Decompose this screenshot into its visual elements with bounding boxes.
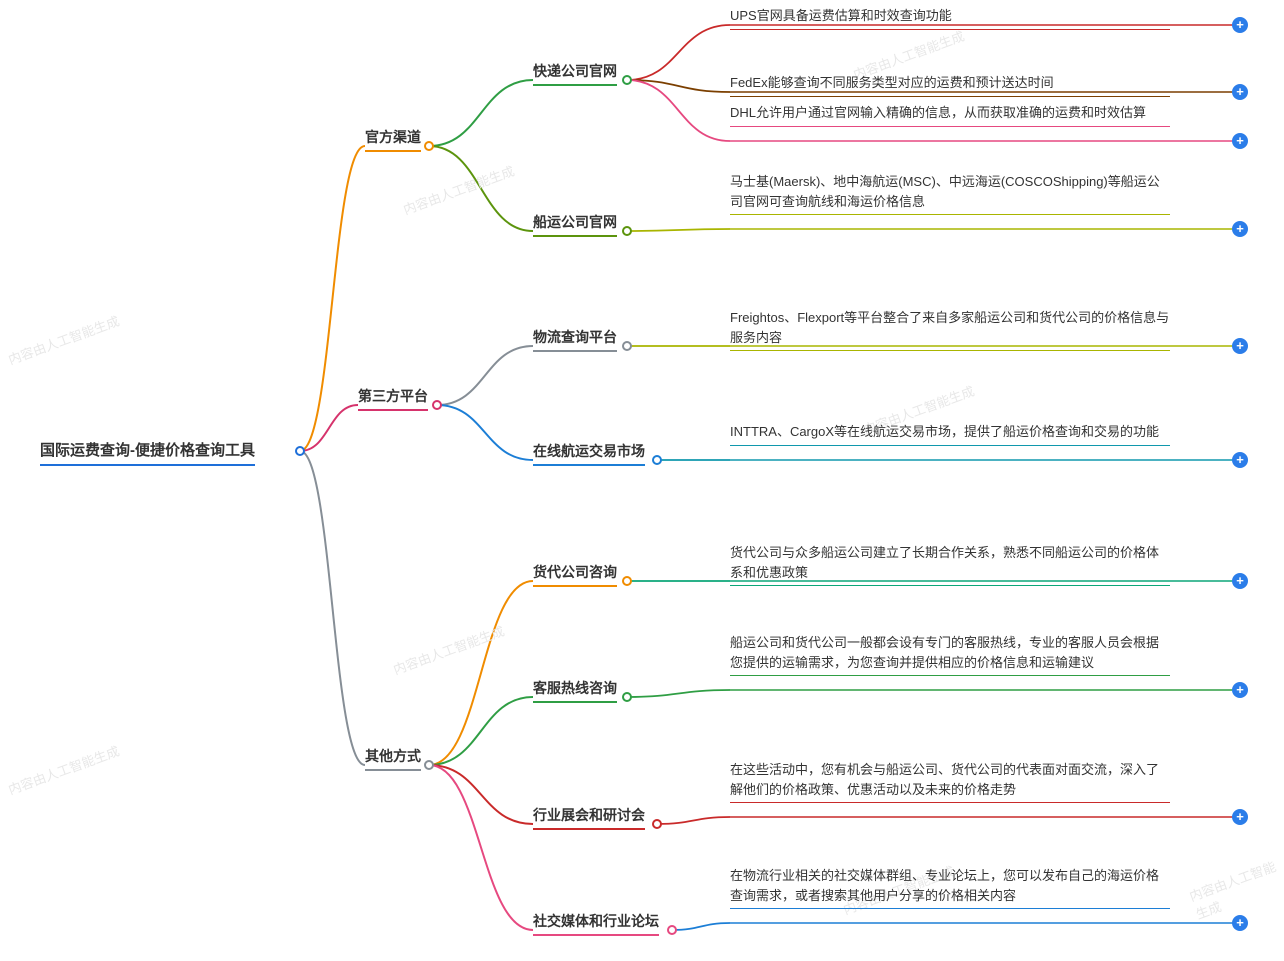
expand-button[interactable]: +	[1232, 221, 1248, 237]
node-dot	[424, 760, 434, 770]
leaf-b1a-2[interactable]: DHL允许用户通过官网输入精确的信息，从而获取准确的运费和时效估算	[730, 103, 1170, 127]
watermark: 内容由人工智能生成	[5, 741, 121, 799]
leaf-b3c-0[interactable]: 在这些活动中，您有机会与船运公司、货代公司的代表面对面交流，深入了解他们的价格政…	[730, 760, 1170, 803]
watermark: 内容由人工智能生成	[390, 621, 506, 679]
root-node[interactable]: 国际运费查询-便捷价格查询工具	[40, 440, 255, 466]
node-dot	[424, 141, 434, 151]
node-dot	[667, 925, 677, 935]
watermark: 内容由人工智能生成	[1186, 855, 1284, 923]
subbranch-b3d[interactable]: 社交媒体和行业论坛	[533, 912, 659, 936]
node-dot	[622, 576, 632, 586]
node-dot	[622, 692, 632, 702]
watermark: 内容由人工智能生成	[400, 161, 516, 219]
watermark: 内容由人工智能生成	[5, 311, 121, 369]
node-dot	[295, 446, 305, 456]
leaf-b3a-0[interactable]: 货代公司与众多船运公司建立了长期合作关系，熟悉不同船运公司的价格体系和优惠政策	[730, 543, 1170, 586]
branch-b1[interactable]: 官方渠道	[365, 128, 421, 152]
leaf-b2b-0[interactable]: INTTRA、CargoX等在线航运交易市场，提供了船运价格查询和交易的功能	[730, 422, 1170, 446]
expand-button[interactable]: +	[1232, 338, 1248, 354]
expand-button[interactable]: +	[1232, 573, 1248, 589]
node-dot	[622, 226, 632, 236]
node-dot	[622, 75, 632, 85]
subbranch-b3b[interactable]: 客服热线咨询	[533, 679, 617, 703]
node-dot	[652, 455, 662, 465]
subbranch-b1a[interactable]: 快递公司官网	[533, 62, 617, 86]
expand-button[interactable]: +	[1232, 133, 1248, 149]
subbranch-b1b[interactable]: 船运公司官网	[533, 213, 617, 237]
leaf-b1a-0[interactable]: UPS官网具备运费估算和时效查询功能	[730, 6, 1170, 30]
expand-button[interactable]: +	[1232, 84, 1248, 100]
expand-button[interactable]: +	[1232, 17, 1248, 33]
expand-button[interactable]: +	[1232, 682, 1248, 698]
subbranch-b3a[interactable]: 货代公司咨询	[533, 563, 617, 587]
leaf-b3b-0[interactable]: 船运公司和货代公司一般都会设有专门的客服热线，专业的客服人员会根据您提供的运输需…	[730, 633, 1170, 676]
leaf-b2a-0[interactable]: Freightos、Flexport等平台整合了来自多家船运公司和货代公司的价格…	[730, 308, 1170, 351]
subbranch-b2b[interactable]: 在线航运交易市场	[533, 442, 645, 466]
subbranch-b3c[interactable]: 行业展会和研讨会	[533, 806, 645, 830]
branch-b2[interactable]: 第三方平台	[358, 387, 428, 411]
subbranch-b2a[interactable]: 物流查询平台	[533, 328, 617, 352]
expand-button[interactable]: +	[1232, 809, 1248, 825]
expand-button[interactable]: +	[1232, 915, 1248, 931]
leaf-b1a-1[interactable]: FedEx能够查询不同服务类型对应的运费和预计送达时间	[730, 73, 1170, 97]
leaf-b3d-0[interactable]: 在物流行业相关的社交媒体群组、专业论坛上，您可以发布自己的海运价格查询需求，或者…	[730, 866, 1170, 909]
node-dot	[622, 341, 632, 351]
leaf-b1b-0[interactable]: 马士基(Maersk)、地中海航运(MSC)、中远海运(COSCOShippin…	[730, 172, 1170, 215]
branch-b3[interactable]: 其他方式	[365, 747, 421, 771]
node-dot	[432, 400, 442, 410]
node-dot	[652, 819, 662, 829]
expand-button[interactable]: +	[1232, 452, 1248, 468]
